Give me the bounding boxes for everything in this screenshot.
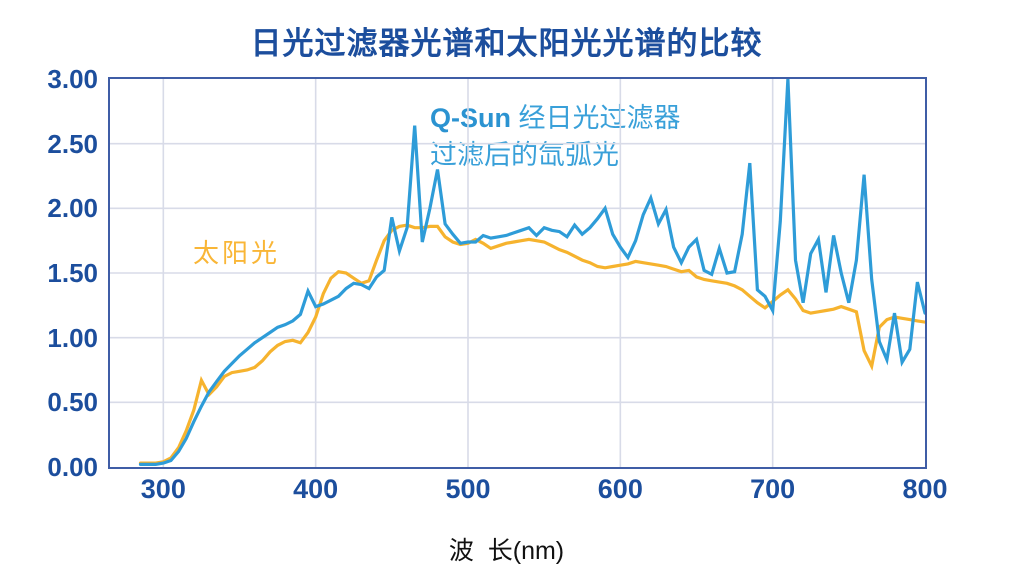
series-line — [138, 79, 925, 466]
y-tick-label: 1.50 — [47, 258, 98, 288]
spectra-plot — [110, 79, 925, 467]
y-tick-label: 0.50 — [47, 387, 98, 418]
legend-qsun-annotation: Q-Sun 经日光过滤器 过滤后的氙弧光 — [430, 100, 681, 174]
chart-title: 日光过滤器光谱和太阳光光谱的比较 — [250, 26, 763, 61]
legend-qsun-name: Q-Sun — [430, 103, 511, 133]
y-tick-label: 3.00 — [47, 64, 98, 94]
legend-qsun-text2: 过滤后的氙弧光 — [430, 140, 619, 170]
series-line — [138, 223, 925, 465]
x-tick-label: 400 — [293, 474, 339, 504]
y-tick-label: 1.00 — [47, 322, 98, 353]
x-tick-label: 500 — [445, 474, 491, 504]
x-axis-title: 波 长(nm) — [448, 537, 565, 565]
legend-qsun-text1: 经日光过滤器 — [511, 103, 681, 133]
y-tick-label: 2.00 — [47, 193, 98, 224]
plot-area — [108, 77, 927, 469]
legend-qsun-line1: Q-Sun 经日光过滤器 — [430, 100, 681, 137]
x-tick-label: 800 — [902, 474, 948, 504]
x-tick-label: 300 — [140, 474, 186, 504]
y-tick-label: 0.00 — [47, 452, 98, 482]
x-tick-label: 600 — [597, 474, 643, 504]
y-tick-label: 2.50 — [47, 128, 98, 159]
legend-sunlight-annotation: 太阳光 — [193, 238, 281, 268]
x-tick-label: 700 — [750, 474, 796, 504]
